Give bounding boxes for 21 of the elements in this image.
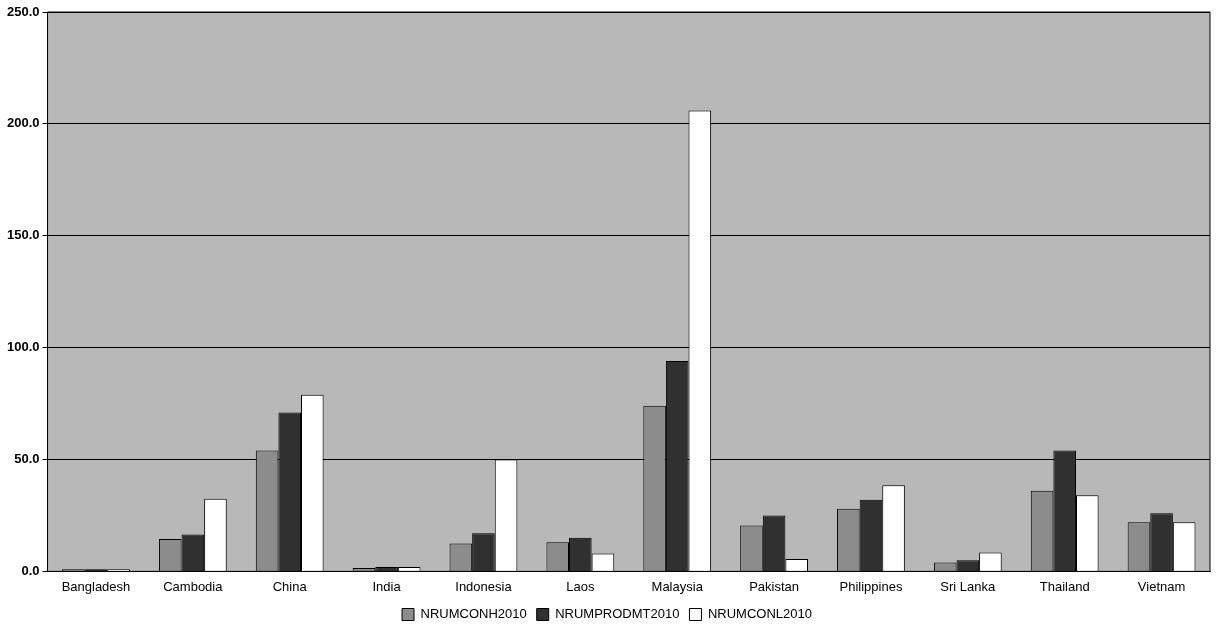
legend-label: NRUMCONL2010 [707,606,812,622]
x-tick-label: Sri Lanka [940,578,997,594]
x-tick-label: Thailand [1039,578,1090,594]
x-tick-label: India [372,578,402,594]
y-tick-label: 250.0 [6,3,40,19]
legend-label: NRUMCONH2010 [420,606,527,622]
x-tick-label: Indonesia [455,578,513,594]
y-tick-label: 150.0 [6,227,40,243]
x-tick-label: Pakistan [749,578,800,594]
x-tick-label: Bangladesh [61,578,131,594]
y-tick-label: 200.0 [6,115,40,131]
y-tick-label: 50.0 [14,451,40,467]
y-tick-label: 100.0 [6,339,40,355]
x-tick-label: Laos [566,578,595,594]
y-tick-label: 0.0 [21,562,40,578]
x-tick-label: China [272,578,308,594]
x-tick-label: Malaysia [651,578,704,594]
x-tick-label: Philippines [839,578,903,594]
legend-label: NRUMPRODMT2010 [555,606,680,622]
x-tick-label: Cambodia [163,578,224,594]
x-tick-label: Vietnam [1137,578,1186,594]
